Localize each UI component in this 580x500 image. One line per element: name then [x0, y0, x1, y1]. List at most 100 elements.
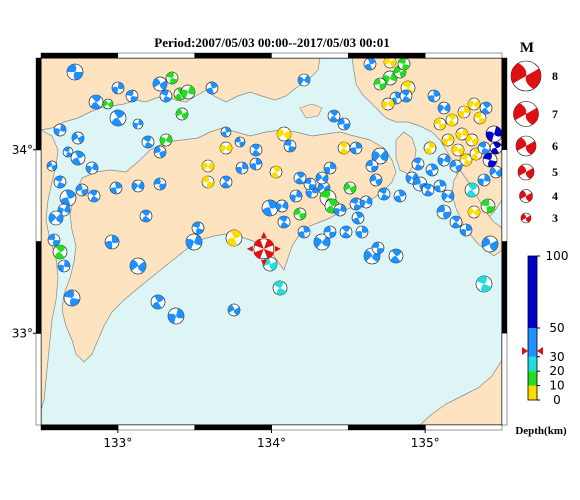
mechanism-ball	[225, 229, 243, 247]
mechanism-ball	[153, 177, 167, 191]
mechanism-ball	[337, 141, 351, 155]
mechanism-ball	[421, 183, 435, 197]
map-title: Period:2007/05/03 00:00--2017/05/03 00:0…	[154, 35, 389, 50]
mechanism-ball	[85, 161, 99, 175]
mechanism-ball	[323, 161, 337, 175]
magnitude-legend-label: 6	[552, 139, 558, 153]
mechanism-ball	[109, 109, 127, 127]
mechanism-ball	[369, 173, 383, 187]
depth-legend-unit: Depth(km)	[515, 425, 567, 437]
mechanism-ball	[475, 275, 493, 293]
mechanism-ball	[365, 159, 379, 173]
magnitude-legend-ball	[517, 163, 535, 181]
depth-tick-label: 30	[549, 350, 564, 364]
x-tick-label: 135°	[411, 436, 440, 450]
mechanism-ball	[433, 179, 447, 193]
mechanism-ball	[235, 161, 249, 175]
mechanism-ball	[297, 225, 311, 239]
mechanism-ball	[381, 97, 395, 111]
mechanism-ball	[249, 143, 263, 157]
mechanism-ball	[185, 233, 203, 251]
mechanism-ball	[349, 141, 363, 155]
map-area	[41, 58, 502, 425]
magnitude-legend-label: 4	[552, 189, 558, 203]
magnitude-legend-label: 3	[552, 211, 558, 225]
mechanism-ball	[289, 189, 303, 203]
latest-event-pointer	[274, 245, 281, 252]
mechanism-ball	[433, 117, 447, 131]
mechanism-ball	[88, 94, 104, 110]
mechanism-ball	[313, 233, 331, 251]
depth-tick-label: 0	[553, 393, 561, 407]
mechanism-ball	[132, 118, 144, 130]
mechanism-ball	[477, 173, 491, 187]
mechanism-ball	[427, 89, 441, 103]
mechanism-ball	[337, 117, 351, 131]
magnitude-legend-label: 5	[552, 165, 558, 179]
latest-event-marker	[246, 231, 281, 266]
mechanism-ball	[303, 177, 317, 191]
mechanism-ball	[167, 307, 185, 325]
mechanism-ball	[152, 76, 168, 92]
mechanism-ball	[219, 141, 233, 155]
mechanism-ball	[327, 109, 341, 123]
mechanism-ball	[437, 153, 451, 167]
x-tick-label: 133°	[103, 436, 132, 450]
latest-event-pointer	[260, 231, 267, 238]
mechanism-ball	[481, 235, 499, 253]
mechanism-ball	[234, 136, 246, 148]
magnitude-legend-ball	[519, 189, 533, 203]
y-tick-label: 33°	[12, 326, 33, 340]
frame-bands	[35, 52, 508, 431]
mechanism-ball	[102, 98, 114, 110]
mechanism-ball	[457, 105, 471, 119]
latest-event-pointer	[260, 259, 267, 266]
mechanism-ball	[377, 187, 391, 201]
mechanism-ball	[153, 145, 167, 159]
mechanism-ball	[104, 234, 120, 250]
mechanism-ball	[205, 81, 219, 95]
mechanism-ball	[399, 89, 413, 103]
mechanism-ball	[141, 135, 155, 149]
mechanism-ball	[449, 215, 463, 229]
depth-bar-segment	[528, 328, 537, 357]
magnitude-legend-label: 7	[552, 107, 558, 121]
land-southeast	[419, 359, 502, 425]
mechanism-ball	[277, 215, 291, 229]
mechanism-ball	[343, 181, 357, 195]
mechanism-ball	[227, 303, 241, 317]
mechanism-ball	[53, 123, 67, 137]
mechanism-ball	[480, 198, 496, 214]
mechanism-ball	[293, 171, 307, 185]
depth-bar-segment	[528, 385, 537, 400]
depth-marker	[522, 347, 543, 356]
mechanism-ball	[131, 179, 145, 193]
mechanism-ball	[150, 294, 166, 310]
mechanism-ball	[371, 147, 389, 165]
mechanism-ball	[482, 152, 498, 168]
mechanism-ball	[393, 189, 407, 203]
depth-tick-label: 20	[549, 364, 564, 378]
mechanism-ball	[109, 181, 123, 195]
mechanism-ball	[489, 165, 502, 179]
mechanism-ball	[441, 133, 455, 147]
mechanism-ball	[87, 189, 101, 203]
latest-event-pointer	[246, 245, 253, 252]
land-shodoshima	[299, 103, 323, 119]
mechanism-ball	[489, 141, 502, 155]
mechanism-ball	[423, 141, 437, 155]
mechanism-ball	[46, 160, 58, 172]
mechanism-ball	[191, 221, 205, 235]
mechanism-ball	[411, 157, 425, 171]
magnitude-legend-ball	[520, 212, 532, 224]
mechanism-ball	[59, 189, 77, 207]
magnitude-legend-ball	[513, 101, 539, 127]
mechanism-ball	[139, 209, 153, 223]
mechanism-ball	[75, 183, 89, 197]
mechanism-ball	[71, 131, 85, 145]
depth-bar-segment	[528, 256, 537, 328]
mechanism-ball	[180, 84, 196, 100]
mechanism-ball	[159, 89, 173, 103]
mechanism-ball	[63, 289, 81, 307]
